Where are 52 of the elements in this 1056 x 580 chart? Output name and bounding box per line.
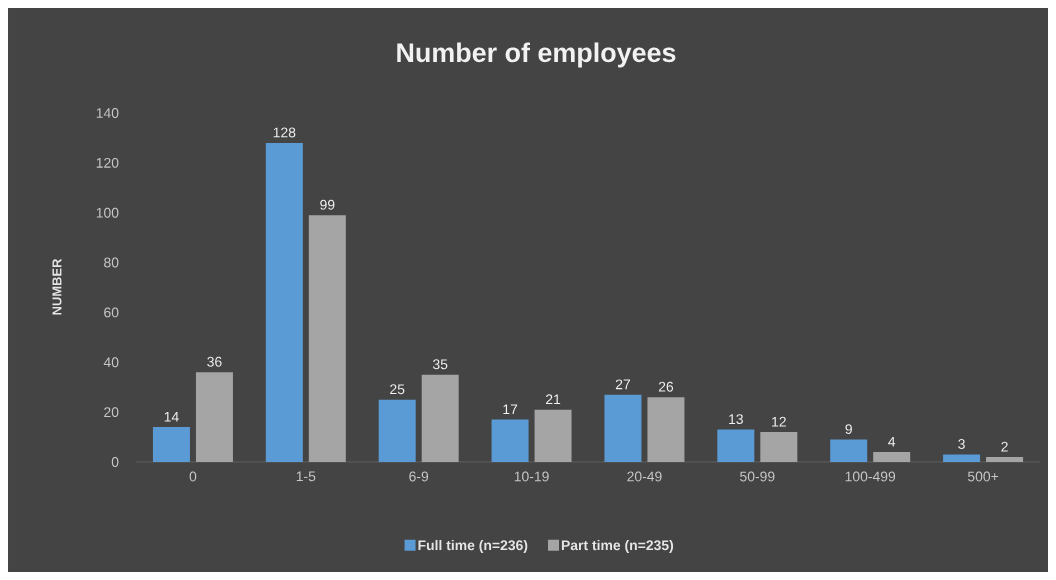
y-axis-title: NUMBER [52,258,62,315]
bar [760,432,798,462]
data-label: 13 [729,414,743,425]
y-tick-label: 120 [96,157,119,168]
y-tick-label: 100 [96,207,119,218]
x-tick-label: 50-99 [740,471,775,482]
data-label: 4 [888,436,896,447]
x-tick-label: 1-5 [296,471,316,482]
data-label: 21 [546,394,561,405]
data-label: 35 [432,359,448,370]
data-label: 128 [273,127,296,138]
legend-label: Part time (n=235) [561,539,674,553]
bar [308,215,346,462]
x-tick-label: 6-9 [409,471,429,482]
y-tick-label: 140 [96,108,119,118]
bar [986,457,1024,462]
data-label: 9 [845,424,852,435]
bar [534,409,572,462]
bar [943,454,981,462]
x-tick-label: 500+ [967,471,999,482]
data-label: 27 [615,379,631,390]
x-tick-label: 10-19 [514,471,549,482]
bar [378,399,416,462]
bar [152,427,190,462]
y-tick-label: 0 [111,457,119,467]
y-tick-label: 80 [104,257,119,268]
data-label: 14 [164,411,179,422]
x-tick-label: 0 [189,471,197,482]
data-label: 3 [958,439,965,449]
bar [830,439,868,462]
bar [717,429,755,462]
bar [873,452,911,462]
bar [647,397,685,462]
y-tick-label: 60 [104,307,119,318]
bar [195,372,233,462]
legend-label: Full time (n=236) [418,539,528,553]
bar [604,394,642,462]
data-label: 17 [503,404,518,415]
x-tick-label: 20-49 [627,471,662,482]
bar [491,419,529,462]
bar [265,142,303,462]
x-tick-label: 100-499 [845,471,896,482]
data-label: 36 [207,356,222,367]
data-label: 99 [320,199,335,210]
data-label: 2 [1001,441,1008,452]
y-tick-label: 40 [103,357,119,368]
bar [421,374,459,462]
data-label: 12 [772,416,786,427]
chart-title: Number of employees [397,42,676,68]
y-tick-label: 20 [104,407,119,418]
data-label: 26 [658,381,674,392]
data-label: 25 [390,384,405,395]
